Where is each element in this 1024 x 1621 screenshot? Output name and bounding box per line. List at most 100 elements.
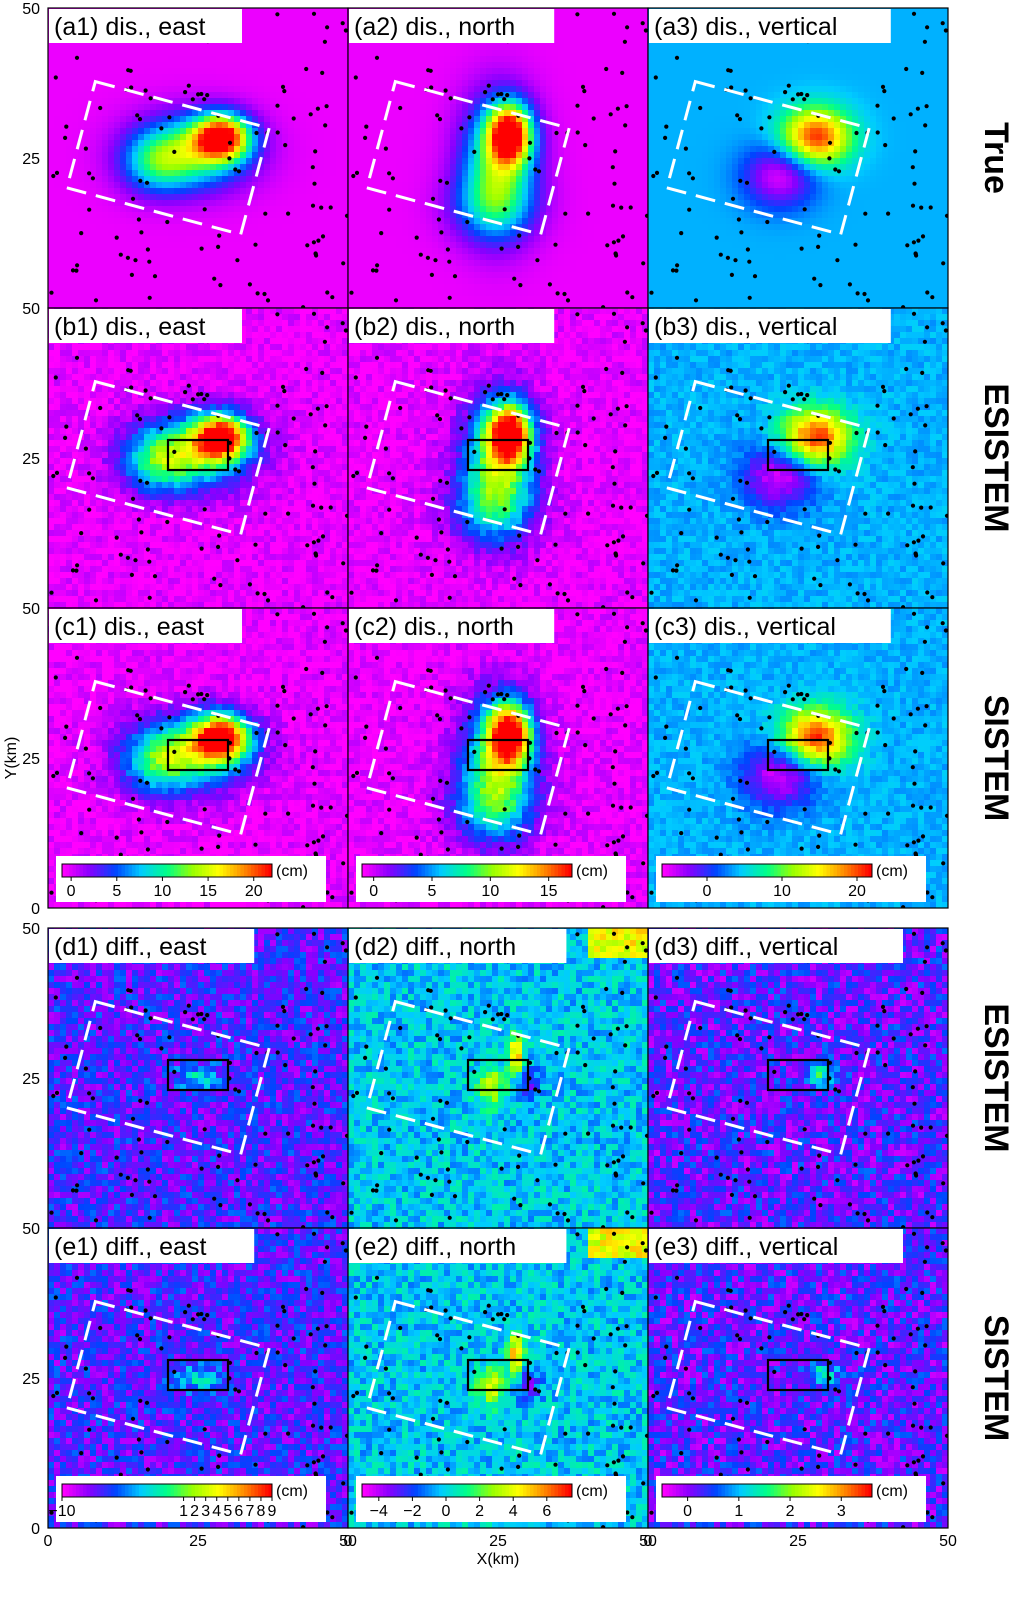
heatmap-cell [204,272,211,279]
heatmap-cell [528,224,535,231]
heatmap-cell [366,254,373,261]
heatmap-cell [642,164,648,171]
heatmap-cell [426,212,433,219]
station-point [74,55,80,60]
heatmap-cell [330,206,337,213]
heatmap-cell [114,80,121,87]
heatmap-cell [240,44,247,51]
heatmap-cell [558,170,565,177]
heatmap-cell [504,128,511,135]
heatmap-cell [564,164,571,171]
heatmap-cell [636,200,643,207]
heatmap-cell [570,20,577,27]
heatmap-cell [552,8,559,15]
heatmap-cell [276,152,283,159]
heatmap-cell [102,248,109,255]
heatmap-cell [204,266,211,273]
heatmap-cell [390,284,397,291]
heatmap-cell [552,44,559,51]
heatmap-cell [534,86,541,93]
heatmap-cell [636,272,643,279]
heatmap-cell [360,44,367,51]
heatmap-cell [612,80,619,87]
heatmap-cell [252,272,259,279]
heatmap-cell [480,182,487,189]
heatmap-cell [240,152,247,159]
heatmap-cell [300,284,307,291]
heatmap-cell [96,248,103,255]
heatmap-cell [162,158,169,165]
heatmap-cell [120,104,127,111]
heatmap-cell [558,32,565,39]
heatmap-cell [144,290,151,297]
heatmap-cell [330,176,337,183]
heatmap-cell [54,146,61,153]
heatmap-cell [390,98,397,105]
heatmap-cell [402,152,409,159]
heatmap-cell [354,284,361,291]
heatmap-cell [606,158,613,165]
heatmap-cell [378,152,385,159]
heatmap-cell [198,122,205,129]
heatmap-cell [258,296,265,303]
heatmap-cell [426,272,433,279]
heatmap-cell [246,158,253,165]
heatmap-cell [180,260,187,267]
heatmap-cell [72,290,79,297]
heatmap-cell [456,206,463,213]
heatmap-cell [504,62,511,69]
heatmap-cell [120,188,127,195]
heatmap-cell [420,206,427,213]
heatmap-cell [618,122,625,129]
heatmap-cell [336,44,343,51]
heatmap-cell [378,50,385,57]
heatmap-cell [444,104,451,111]
heatmap-cell [60,164,67,171]
heatmap-cell [438,158,445,165]
heatmap-cell [642,68,648,75]
heatmap-cell [450,206,457,213]
heatmap-cell [96,302,103,308]
heatmap-cell [552,272,559,279]
heatmap-cell [540,188,547,195]
heatmap-cell [546,134,553,141]
heatmap-cell [576,146,583,153]
heatmap-cell [330,242,337,249]
heatmap-cell [294,62,301,69]
heatmap-cell [96,92,103,99]
heatmap-cell [492,206,499,213]
heatmap-cell [126,206,133,213]
heatmap-cell [432,266,439,273]
heatmap-cell [126,212,133,219]
heatmap-cell [156,230,163,237]
heatmap-cell [462,176,469,183]
heatmap-cell [282,20,289,27]
heatmap-cell [270,14,277,21]
heatmap-cell [288,206,295,213]
heatmap-cell [396,140,403,147]
heatmap-cell [636,248,643,255]
heatmap-cell [288,218,295,225]
heatmap-cell [228,290,235,297]
heatmap-cell [138,194,145,201]
heatmap-cell [528,170,535,177]
heatmap-cell [246,14,253,21]
heatmap-cell [426,206,433,213]
heatmap-cell [162,296,169,303]
heatmap-cell [78,266,85,273]
heatmap-cell [180,62,187,69]
heatmap-cell [384,242,391,249]
heatmap-cell [462,134,469,141]
heatmap-cell [108,74,115,81]
heatmap-cell [624,164,631,171]
heatmap-cell [252,98,259,105]
heatmap-cell [312,38,319,45]
heatmap-cell [282,194,289,201]
heatmap-cell [594,164,601,171]
heatmap-cell [504,164,511,171]
heatmap-cell [510,152,517,159]
heatmap-cell [384,152,391,159]
heatmap-cell [318,260,325,267]
heatmap-cell [234,284,241,291]
heatmap-cell [114,266,121,273]
